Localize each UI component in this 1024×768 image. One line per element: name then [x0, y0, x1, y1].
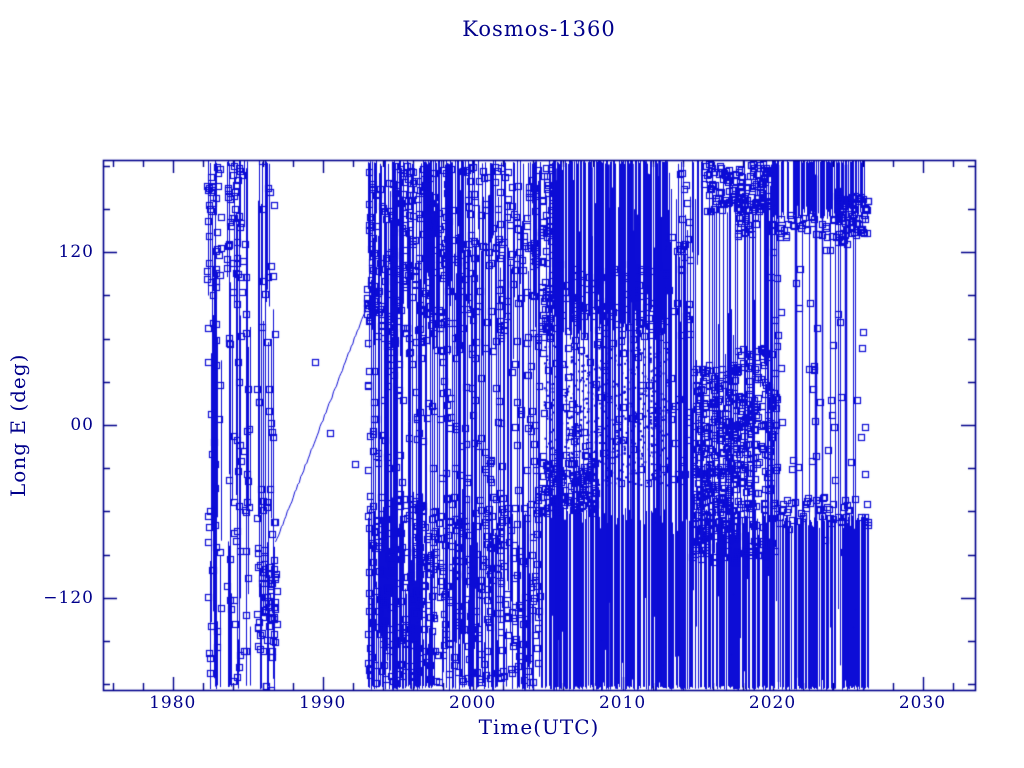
x-axis-title: Time(UTC)	[478, 715, 600, 739]
x-tick-label: 1980	[149, 693, 197, 713]
x-tick-label: 1990	[299, 693, 347, 713]
y-tick-label: 120	[58, 242, 94, 263]
x-tick-label: 2020	[748, 693, 797, 713]
y-tick-label: 00	[70, 415, 94, 435]
x-tick-label: 2000	[449, 693, 497, 713]
x-tick-label: 2030	[898, 693, 947, 713]
y-tick-label: −120	[43, 587, 94, 608]
chart-title: Kosmos-1360	[462, 17, 616, 41]
x-tick-label: 2010	[598, 693, 647, 713]
